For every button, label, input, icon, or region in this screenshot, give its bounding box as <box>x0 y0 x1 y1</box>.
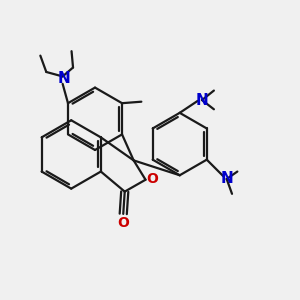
Text: N: N <box>58 71 70 86</box>
Text: O: O <box>117 216 129 230</box>
Text: O: O <box>146 172 158 186</box>
Text: N: N <box>196 93 208 108</box>
Text: N: N <box>220 172 233 187</box>
